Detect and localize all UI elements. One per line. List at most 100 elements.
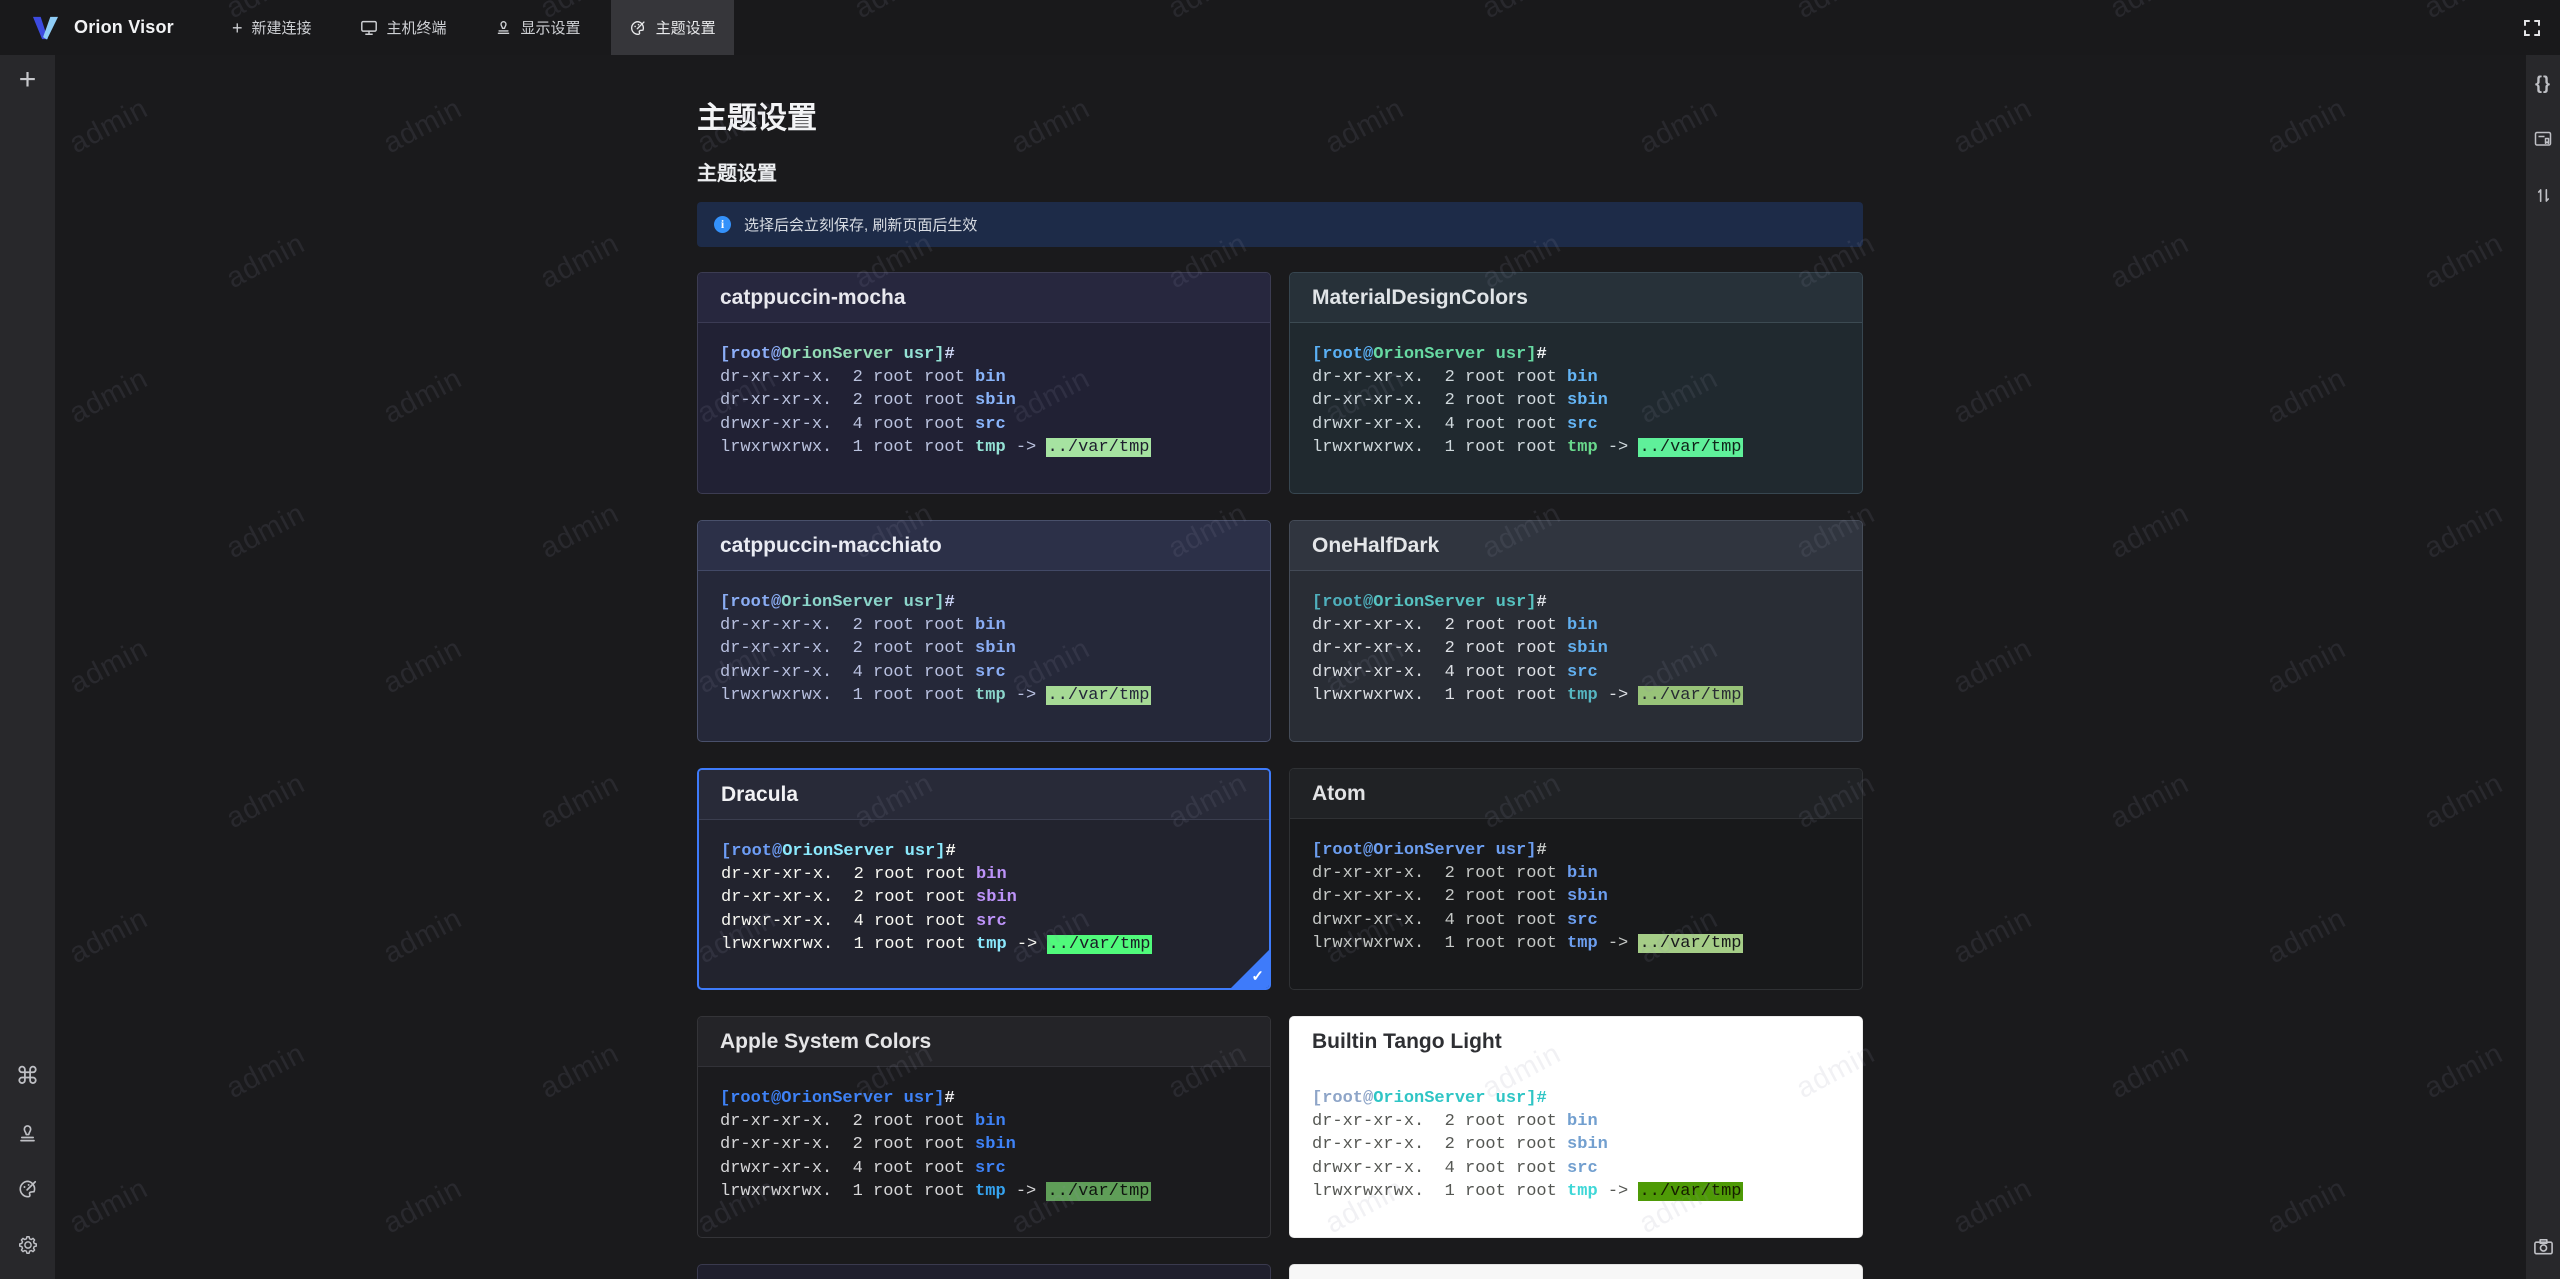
terminal-line: dr-xr-xr-x. 2 root root sbin — [1312, 885, 1840, 908]
theme-card-header: OneHalfDark — [1290, 521, 1862, 571]
terminal-text: usr] — [894, 842, 946, 861]
terminal-text: OrionServer — [781, 593, 894, 612]
left-sidebar: + ⌘ — [0, 55, 55, 1279]
terminal-text: dr-xr-xr-x. 2 root root — [720, 368, 976, 388]
stamp-icon[interactable] — [0, 1105, 55, 1161]
terminal-line: dr-xr-xr-x. 2 root root bin — [721, 863, 1247, 886]
terminal-text: usr] — [893, 593, 945, 612]
terminal-text: usr] — [1485, 345, 1537, 364]
terminal-text: bin — [975, 616, 1006, 636]
terminal-text: lrwxrwxrwx. 1 root root — [720, 1181, 976, 1201]
braces-icon[interactable]: {} — [2534, 72, 2551, 93]
terminal-text: tmp — [1567, 1181, 1598, 1201]
terminal-text: OrionServer — [781, 1089, 894, 1108]
theme-card-builtin-tango-light[interactable]: Builtin Tango Light [root@OrionServer us… — [1289, 1016, 1863, 1238]
terminal-preview: [root@OrionServer usr]# dr-xr-xr-x. 2 roo… — [698, 571, 1270, 707]
terminal-line: dr-xr-xr-x. 2 root root sbin — [720, 637, 1248, 660]
plus-icon: + — [232, 17, 243, 38]
terminal-text: dr-xr-xr-x. 2 root root — [720, 616, 976, 636]
terminal-prompt-line: [root@OrionServer usr]# — [720, 1087, 1248, 1110]
theme-card-dracula[interactable]: Dracula [root@OrionServer usr]# dr-xr-xr-… — [697, 768, 1271, 990]
terminal-text: src — [1567, 1158, 1598, 1178]
terminal-text: OrionServer — [1373, 593, 1486, 612]
terminal-text: sbin — [1567, 887, 1608, 907]
theme-card-catppuccin-mocha[interactable]: catppuccin-mocha [root@OrionServer usr]#… — [697, 272, 1271, 494]
theme-card-header: Dracula — [699, 770, 1269, 820]
alert-text: 选择后会立刻保存, 刷新页面后生效 — [744, 217, 978, 234]
terminal-text: bin — [976, 865, 1007, 885]
terminal-prompt-line: [root@OrionServer usr]# — [720, 591, 1248, 614]
terminal-text: [root@ — [720, 1089, 782, 1108]
terminal-text: [root@ — [1312, 345, 1374, 364]
terminal-text: tmp — [1567, 437, 1598, 457]
terminal-text: bin — [1567, 864, 1598, 884]
theme-card-partial[interactable] — [697, 1264, 1271, 1279]
terminal-text: -> — [1597, 685, 1639, 705]
tab-host-terminal[interactable]: 主机终端 — [342, 0, 465, 55]
theme-card-header: catppuccin-mocha — [698, 273, 1270, 323]
document-bookmark-icon[interactable] — [2526, 111, 2560, 167]
terminal-text: OrionServer — [782, 842, 895, 861]
terminal-symlink-line: lrwxrwxrwx. 1 root root tmp -> ../var/tm… — [1312, 436, 1840, 459]
terminal-text: # — [944, 1089, 955, 1108]
terminal-line: dr-xr-xr-x. 2 root root bin — [1312, 614, 1840, 637]
terminal-line: drwxr-xr-x. 4 root root src — [720, 661, 1248, 684]
theme-grid: catppuccin-mocha [root@OrionServer usr]#… — [697, 272, 1863, 1279]
terminal-text: # — [1536, 1089, 1547, 1108]
theme-name: OneHalfDark — [1312, 533, 1440, 557]
terminal-text: lrwxrwxrwx. 1 root root — [1312, 933, 1568, 953]
monitor-icon — [360, 19, 378, 36]
terminal-line: dr-xr-xr-x. 2 root root sbin — [721, 886, 1247, 909]
info-icon: i — [714, 216, 731, 233]
terminal-text: bin — [1567, 616, 1598, 636]
terminal-prompt-line: [root@OrionServer usr]# — [1312, 1087, 1840, 1110]
terminal-preview: [root@OrionServer usr]# dr-xr-xr-x. 2 roo… — [1290, 1067, 1862, 1203]
terminal-text: [root@ — [1312, 593, 1374, 612]
terminal-text: # — [944, 345, 955, 364]
camera-icon[interactable] — [2526, 1219, 2560, 1275]
terminal-text: drwxr-xr-x. 4 root root — [1312, 1158, 1568, 1178]
terminal-text: # — [944, 593, 955, 612]
terminal-line: drwxr-xr-x. 4 root root src — [720, 413, 1248, 436]
terminal-text: dr-xr-xr-x. 2 root root — [720, 1112, 976, 1132]
theme-card-onehalfdark[interactable]: OneHalfDark [root@OrionServer usr]# dr-xr… — [1289, 520, 1863, 742]
terminal-text: ../var/tmp — [1638, 685, 1743, 705]
terminal-text: sbin — [975, 1135, 1016, 1155]
terminal-text: sbin — [1567, 391, 1608, 411]
terminal-preview: [root@OrionServer usr]# dr-xr-xr-x. 2 roo… — [1290, 819, 1862, 955]
terminal-text: -> — [1005, 685, 1047, 705]
gear-icon[interactable] — [0, 1217, 55, 1273]
terminal-text: ../var/tmp — [1638, 933, 1743, 953]
theme-card-apple-system-colors[interactable]: Apple System Colors [root@OrionServer us… — [697, 1016, 1271, 1238]
terminal-line: dr-xr-xr-x. 2 root root sbin — [720, 389, 1248, 412]
sort-arrows-icon[interactable] — [2526, 167, 2560, 223]
terminal-text: OrionServer — [1373, 345, 1486, 364]
fullscreen-expand-icon[interactable] — [2504, 0, 2560, 55]
terminal-preview: [root@OrionServer usr]# dr-xr-xr-x. 2 roo… — [698, 323, 1270, 459]
theme-card-catppuccin-macchiato[interactable]: catppuccin-macchiato [root@OrionServer u… — [697, 520, 1271, 742]
terminal-text: -> — [1597, 1181, 1639, 1201]
section-title: 主题设置 — [697, 163, 777, 185]
terminal-text: lrwxrwxrwx. 1 root root — [720, 437, 976, 457]
theme-card-materialdesigncolors[interactable]: MaterialDesignColors [root@OrionServer u… — [1289, 272, 1863, 494]
command-icon[interactable]: ⌘ — [15, 1063, 40, 1090]
terminal-text: usr] — [1485, 1089, 1537, 1108]
terminal-text: src — [975, 662, 1006, 682]
plus-icon[interactable]: + — [18, 63, 37, 96]
terminal-text: dr-xr-xr-x. 2 root root — [720, 391, 976, 411]
tab-display-settings[interactable]: 显示设置 — [477, 0, 599, 55]
terminal-text: dr-xr-xr-x. 2 root root — [720, 1135, 976, 1155]
terminal-text: bin — [1567, 368, 1598, 388]
tab-theme-settings[interactable]: 主题设置 — [610, 0, 734, 55]
terminal-text: dr-xr-xr-x. 2 root root — [1312, 616, 1568, 636]
terminal-text: dr-xr-xr-x. 2 root root — [720, 639, 976, 659]
tab-new-connection[interactable]: + 新建连接 — [214, 0, 330, 55]
terminal-line: dr-xr-xr-x. 2 root root bin — [720, 1110, 1248, 1133]
right-sidebar: {} — [2526, 55, 2560, 1279]
nav-tabs: + 新建连接 主机终端 显示设置 — [202, 0, 734, 55]
theme-card-partial[interactable] — [1289, 1264, 1863, 1279]
terminal-text: OrionServer — [1373, 841, 1486, 860]
theme-card-atom[interactable]: Atom [root@OrionServer usr]# dr-xr-xr-x. … — [1289, 768, 1863, 990]
terminal-symlink-line: lrwxrwxrwx. 1 root root tmp -> ../var/tm… — [720, 684, 1248, 707]
palette-icon[interactable] — [0, 1161, 55, 1217]
